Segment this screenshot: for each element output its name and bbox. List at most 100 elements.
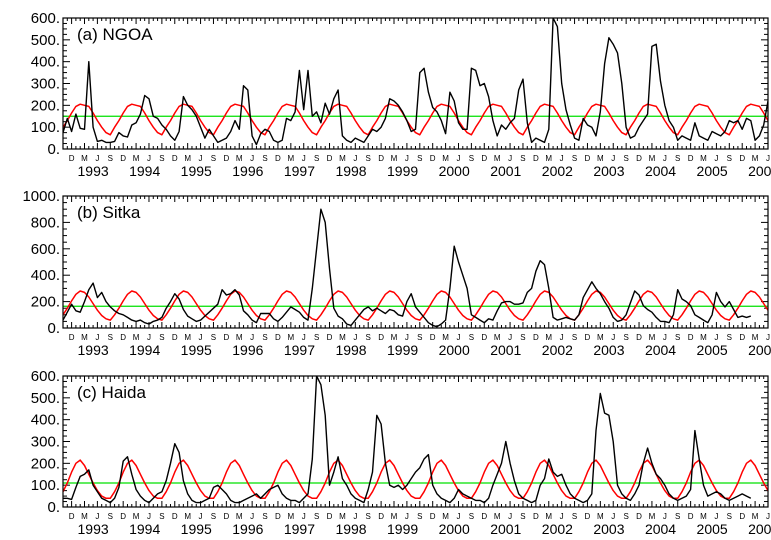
month-label: S bbox=[211, 512, 216, 521]
year-label: 2000 bbox=[439, 163, 470, 179]
month-label: J bbox=[353, 333, 357, 342]
year-label: 1997 bbox=[284, 342, 315, 358]
month-label: D bbox=[378, 512, 384, 521]
month-label: J bbox=[456, 333, 460, 342]
month-label: J bbox=[302, 512, 306, 521]
month-label: S bbox=[262, 512, 267, 521]
month-label: D bbox=[275, 154, 281, 163]
month-label: M bbox=[236, 512, 243, 521]
month-label: S bbox=[623, 154, 628, 163]
month-label: M bbox=[649, 333, 656, 342]
month-label: M bbox=[700, 512, 707, 521]
month-label: S bbox=[572, 154, 577, 163]
month-label: S bbox=[262, 154, 267, 163]
climatology-series-line bbox=[63, 290, 768, 321]
year-label: 1996 bbox=[232, 163, 263, 179]
year-label: 2001 bbox=[490, 521, 521, 537]
month-label: D bbox=[327, 154, 333, 163]
month-label: J bbox=[250, 154, 254, 163]
year-label: 2003 bbox=[593, 163, 624, 179]
observed-series-line bbox=[63, 376, 752, 504]
y-tick-label: 500. bbox=[31, 32, 60, 49]
year-label: 1993 bbox=[78, 163, 109, 179]
month-label: S bbox=[366, 512, 371, 521]
month-label: M bbox=[442, 154, 449, 163]
month-label: D bbox=[378, 333, 384, 342]
month-label: M bbox=[391, 154, 398, 163]
month-label: S bbox=[520, 512, 525, 521]
plot-frame bbox=[62, 195, 769, 329]
month-label: M bbox=[287, 154, 294, 163]
month-label: M bbox=[494, 512, 501, 521]
year-label: 2004 bbox=[645, 163, 676, 179]
month-label: S bbox=[262, 333, 267, 342]
y-tick-label: 100. bbox=[31, 119, 60, 136]
year-label: 2006 bbox=[748, 521, 771, 537]
year-label: 1994 bbox=[129, 163, 160, 179]
month-label: M bbox=[752, 333, 759, 342]
year-label: 2000 bbox=[439, 521, 470, 537]
month-label: D bbox=[275, 333, 281, 342]
month-label: S bbox=[159, 512, 164, 521]
month-label: M bbox=[133, 154, 140, 163]
month-label: J bbox=[147, 512, 151, 521]
month-label: J bbox=[663, 333, 667, 342]
month-label: J bbox=[766, 333, 770, 342]
month-label: M bbox=[184, 154, 191, 163]
plot-frame bbox=[62, 17, 769, 150]
y-tick-label: 300. bbox=[31, 76, 60, 93]
month-label: J bbox=[560, 154, 564, 163]
month-label: D bbox=[533, 333, 539, 342]
month-label: M bbox=[287, 333, 294, 342]
month-label: D bbox=[688, 154, 694, 163]
y-tick-label: 0. bbox=[47, 141, 60, 158]
month-label: M bbox=[649, 154, 656, 163]
month-label: M bbox=[752, 512, 759, 521]
year-label: 2003 bbox=[593, 342, 624, 358]
month-label: S bbox=[469, 512, 474, 521]
month-label: J bbox=[95, 154, 99, 163]
month-label: D bbox=[481, 333, 487, 342]
panel-1: 600.500.400.300.200.100.0.D M J S D M J S D M J S D M… bbox=[31, 10, 771, 179]
panel-3: 600.500.400.300.200.100.0.D M J S D M J S D M J S D M… bbox=[31, 368, 771, 537]
y-tick-label: 100. bbox=[31, 477, 60, 494]
month-label: J bbox=[405, 154, 409, 163]
month-label: J bbox=[714, 154, 718, 163]
month-label: M bbox=[339, 333, 346, 342]
month-label: J bbox=[560, 333, 564, 342]
year-label: 2002 bbox=[542, 521, 573, 537]
month-label: J bbox=[250, 333, 254, 342]
month-label: S bbox=[159, 154, 164, 163]
month-label: M bbox=[391, 333, 398, 342]
month-label: D bbox=[481, 512, 487, 521]
year-label: 2001 bbox=[490, 163, 521, 179]
year-label: 2005 bbox=[697, 521, 728, 537]
month-label: D bbox=[223, 154, 229, 163]
y-tick-label: 400. bbox=[31, 267, 60, 284]
month-label: D bbox=[69, 154, 75, 163]
month-label: J bbox=[147, 333, 151, 342]
month-label: J bbox=[95, 512, 99, 521]
year-label: 1995 bbox=[181, 342, 212, 358]
month-label: D bbox=[585, 333, 591, 342]
month-label: J bbox=[147, 154, 151, 163]
month-label: J bbox=[611, 512, 615, 521]
month-label: D bbox=[223, 333, 229, 342]
year-label: 1993 bbox=[78, 521, 109, 537]
year-label: 1996 bbox=[232, 521, 263, 537]
panel-2: 1000.800.600.400.200.0.D M J S D M J S D M J S D M J S D… bbox=[22, 188, 771, 358]
month-label: D bbox=[430, 333, 436, 342]
climatology-series-line bbox=[63, 459, 768, 500]
month-label: J bbox=[508, 333, 512, 342]
month-label: J bbox=[95, 333, 99, 342]
month-label: S bbox=[314, 333, 319, 342]
month-label: M bbox=[81, 154, 88, 163]
month-label: D bbox=[378, 154, 384, 163]
month-label: M bbox=[752, 154, 759, 163]
month-label: M bbox=[597, 154, 604, 163]
y-tick-label: 600. bbox=[31, 368, 60, 385]
observed-series-line bbox=[63, 18, 768, 146]
year-label: 1998 bbox=[335, 163, 366, 179]
y-tick-label: 200. bbox=[31, 97, 60, 114]
